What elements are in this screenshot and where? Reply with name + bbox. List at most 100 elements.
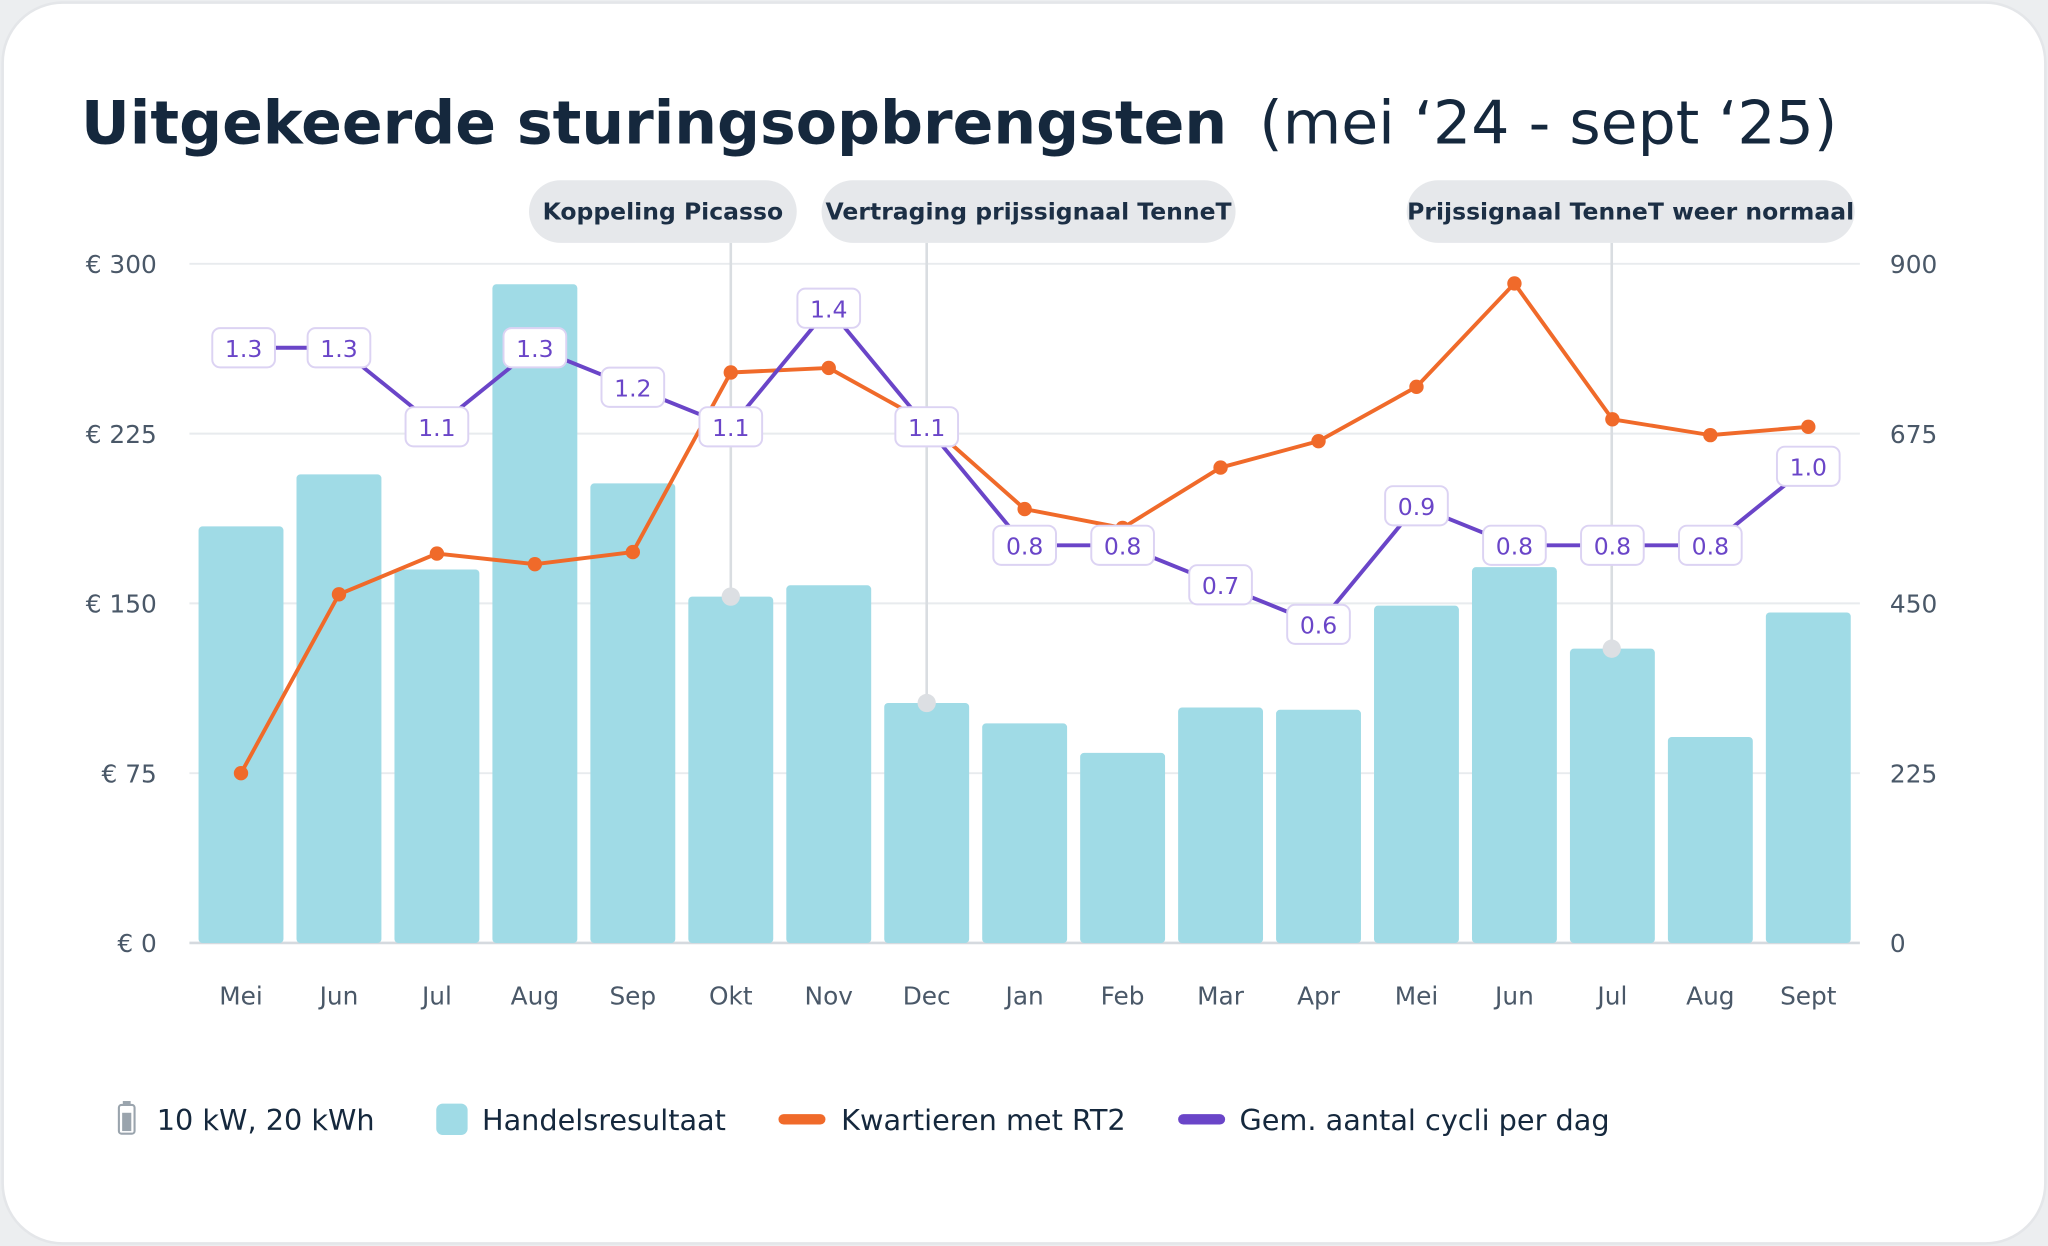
cycles-label-box: [1188, 564, 1253, 606]
chart-title: Uitgekeerde sturingsopbrengsten (mei ‘24…: [81, 89, 1837, 159]
bar: [884, 703, 970, 943]
rt2-point: [723, 365, 738, 380]
title-range: (mei ‘24 - sept ‘25): [1259, 89, 1837, 159]
x-tick-label: Nov: [805, 981, 853, 1010]
x-tick-label: Jul: [1595, 981, 1627, 1010]
y-right-tick: 0: [1890, 929, 1906, 958]
x-tick-label: Mar: [1197, 981, 1245, 1010]
annotation-dot: [1602, 639, 1621, 658]
bar: [1471, 567, 1557, 943]
x-tick-label: Okt: [709, 981, 753, 1010]
x-tick-label: Aug: [511, 981, 559, 1010]
cycles-data-label: 1.3: [225, 335, 262, 363]
legend-rt2-label: Kwartieren met RT2: [841, 1103, 1126, 1137]
bar: [296, 474, 382, 943]
x-tick-label: Mei: [1395, 981, 1439, 1010]
cycles-data-label: 0.7: [1202, 572, 1239, 600]
x-tick-label: Dec: [903, 981, 951, 1010]
x-tick-label: Sept: [1780, 981, 1837, 1010]
cycles-label-box: [502, 327, 568, 369]
rt2-point: [1213, 460, 1228, 475]
legend-bar-swatch: [436, 1103, 468, 1135]
cycles-label-box: [992, 524, 1057, 566]
bar: [1374, 605, 1459, 943]
annotation-label: Vertraging prijssignaal TenneT: [826, 197, 1232, 225]
legend-cycles-label: Gem. aantal cycli per dag: [1240, 1103, 1610, 1137]
cycles-data-label: 1.1: [908, 414, 945, 442]
cycles-label-box: [1090, 524, 1155, 566]
x-tick-label: Apr: [1297, 981, 1341, 1010]
bar: [394, 569, 480, 943]
cycles-data-label: 0.8: [1496, 532, 1533, 560]
y-right-tick: 900: [1890, 250, 1937, 279]
y-left-tick: € 0: [117, 929, 156, 958]
cycles-data-label: 0.8: [1692, 532, 1729, 560]
cycles-label-box: [1678, 524, 1743, 566]
bar: [786, 585, 872, 943]
x-tick-label: Jun: [318, 981, 359, 1010]
legend-purple-swatch: [1178, 1114, 1226, 1125]
x-tick-label: Sep: [609, 981, 656, 1010]
cycles-label-box: [600, 366, 666, 408]
rt2-point: [1703, 427, 1718, 443]
x-tick-label: Jan: [1004, 981, 1044, 1010]
x-tick-label: Jun: [1493, 981, 1534, 1010]
cycles-label-box: [894, 406, 960, 448]
annotation-pill: [528, 180, 797, 243]
rt2-point: [1507, 276, 1522, 291]
rt2-point: [1605, 412, 1620, 427]
cycles-label-box: [1775, 445, 1841, 487]
bar: [1178, 707, 1264, 943]
annotation-pills: Koppeling Picasso Vertraging prijssignaal…: [528, 180, 1855, 243]
annotation-dot: [917, 693, 936, 713]
cycles-data-label: 0.9: [1398, 493, 1435, 521]
x-tick-label: Jul: [420, 981, 452, 1010]
cycles-label-box: [796, 287, 862, 329]
bar: [1569, 648, 1655, 943]
x-tick-label: Feb: [1101, 981, 1145, 1010]
y-right-tick: 225: [1890, 759, 1937, 788]
cycles-data-label: 0.8: [1594, 532, 1631, 560]
annotation-pill: [821, 180, 1236, 243]
legend-orange-swatch: [778, 1114, 826, 1125]
y-right-tick: 675: [1890, 420, 1937, 449]
bars: [198, 284, 1851, 943]
y-left-tick: € 150: [86, 590, 157, 619]
bar: [492, 284, 578, 943]
x-axis-labels: Mei Jun Jul Aug Sep Okt Nov Dec Jan Feb Mar Apr Mei J…: [219, 981, 1837, 1010]
rt2-point: [233, 766, 249, 781]
bar: [1667, 736, 1753, 943]
bar: [1765, 612, 1851, 943]
bar: [688, 596, 774, 943]
cycles-label-box: [306, 327, 372, 369]
rt2-point: [1409, 379, 1424, 395]
cycles-label-box: [211, 327, 276, 369]
cycles-label-box: [404, 406, 470, 448]
bar: [982, 723, 1068, 943]
battery-icon: [117, 1101, 136, 1135]
y-left-tick: € 300: [86, 250, 157, 279]
y-right-tick: 450: [1890, 590, 1937, 619]
cycles-data-label: 1.1: [712, 414, 749, 442]
cycles-label-box: [1384, 485, 1449, 527]
y-left-tick: € 75: [102, 759, 157, 788]
bar: [198, 526, 284, 943]
rt2-point: [331, 587, 347, 602]
bar: [1276, 709, 1361, 943]
cycles-data-label: 1.3: [516, 335, 553, 363]
rt2-point: [429, 546, 445, 561]
cycles-data-label: 1.0: [1790, 453, 1827, 481]
bar: [590, 483, 676, 943]
rt2-point: [821, 360, 836, 376]
cycles-data-label: 1.4: [810, 295, 847, 323]
annotation-label: Koppeling Picasso: [543, 197, 784, 225]
x-tick-label: Aug: [1686, 981, 1734, 1010]
rt2-point: [1801, 419, 1816, 435]
cycles-data-label: 0.8: [1104, 532, 1141, 560]
annotation-dot: [721, 587, 740, 606]
annotation-dots: [721, 587, 1621, 713]
legend-bars-label: Handelsresultaat: [482, 1103, 726, 1137]
bar: [1080, 752, 1166, 943]
cycles-series: 1.3 1.3 1.1 1.3 1.2 1.1 1.4 1.1 0.8 0.8 0.7 0.6 0.9 0…: [211, 287, 1841, 645]
